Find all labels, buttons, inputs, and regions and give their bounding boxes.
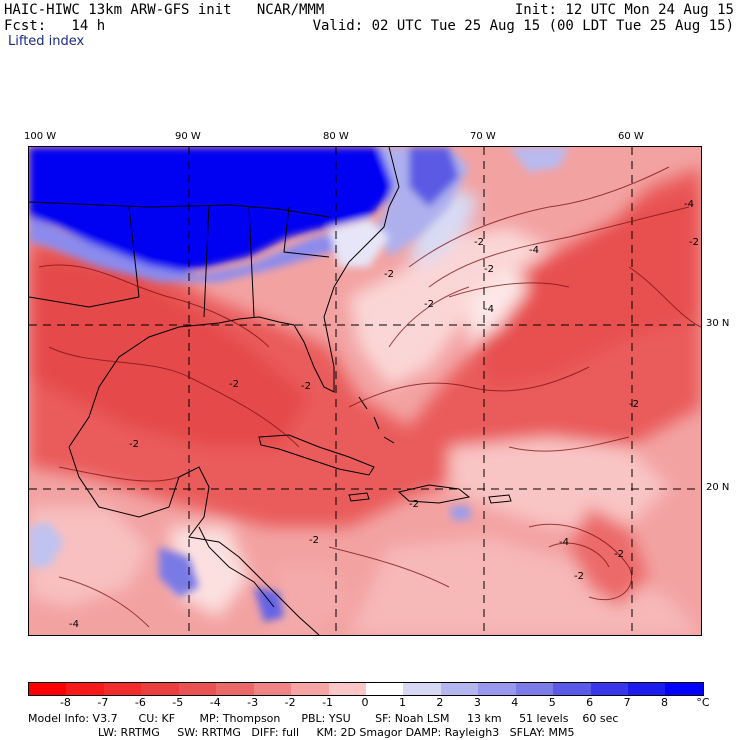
contour-label: -2 [614, 549, 624, 560]
lon-label-80w: 80 W [323, 131, 349, 142]
colorbar-swatch [141, 683, 179, 695]
colorbar-swatch [178, 683, 217, 695]
forecast-hour: Fcst: 14 h [4, 18, 106, 34]
colorbar-swatch [66, 683, 104, 695]
map-svg: -2 -2 -2 -2 -4 -4 -2 -2 -2 -4 -2 -2 -4 -… [29, 147, 701, 635]
lifted-index-map: -2 -2 -2 -2 -4 -4 -2 -2 -2 -4 -2 -2 -4 -… [28, 146, 702, 636]
colorbar-tick-label: -6 [134, 696, 146, 709]
contour-label: -2 [574, 571, 584, 582]
model-info-line1: Model Info: V3.7 CU: KF MP: Thompson PBL… [28, 712, 619, 725]
latlon-grid [29, 147, 701, 635]
colorbar [28, 682, 704, 696]
contour-label: -4 [529, 245, 539, 256]
colorbar-swatch [291, 683, 329, 695]
init-time: Init: 12 UTC Mon 24 Aug 15 [514, 2, 734, 18]
contour-label: -2 [484, 264, 494, 275]
colorbar-swatch [665, 683, 703, 695]
contour-labels: -2 -2 -2 -2 -4 -4 -2 -2 -2 -4 -2 -2 -4 -… [69, 199, 699, 630]
contours [38, 166, 701, 628]
field-shading [29, 167, 701, 635]
colorbar-tick-label: -8 [59, 696, 71, 709]
contour-label: -4 [684, 199, 694, 210]
contour-label: -2 [301, 381, 311, 392]
lon-label-100w: 100 W [24, 131, 57, 142]
colorbar-units: °C [696, 696, 710, 709]
colorbar-swatch [29, 683, 67, 695]
colorbar-swatch [328, 683, 366, 695]
colorbar-tick-label: 6 [586, 696, 594, 709]
contour-label: -4 [559, 537, 569, 548]
colorbar-swatch [253, 683, 292, 695]
lon-label-70w: 70 W [470, 131, 496, 142]
field-name: Lifted index [8, 34, 85, 49]
colorbar-tick-label: -5 [172, 696, 184, 709]
lat-label-30n: 30 N [706, 318, 730, 329]
contour-label: -2 [384, 269, 394, 280]
colorbar-swatch [403, 683, 441, 695]
contour-label: -2 [424, 299, 434, 310]
colorbar-swatch [216, 683, 254, 695]
valid-time: Valid: 02 UTC Tue 25 Aug 15 (00 LDT Tue … [312, 18, 734, 34]
colorbar-tick-label: 0 [361, 696, 369, 709]
colorbar-swatch [365, 683, 404, 695]
colorbar-swatch [515, 683, 554, 695]
colorbar-tick-label: -4 [209, 696, 221, 709]
coastlines [29, 147, 512, 635]
model-info-line2: LW: RRTMG SW: RRTMG DIFF: full KM: 2D Sm… [98, 726, 575, 739]
colorbar-tick-label: 4 [511, 696, 519, 709]
colorbar-swatch [628, 683, 666, 695]
colorbar-tick-label: -3 [247, 696, 259, 709]
colorbar-swatch [440, 683, 479, 695]
colorbar-tick-label: -1 [322, 696, 334, 709]
colorbar-tick-label: -2 [284, 696, 296, 709]
contour-label: -4 [484, 304, 494, 315]
header-title: HAIC-HIWC 13km ARW-GFS init NCAR/MMM [4, 2, 325, 18]
colorbar-tick-label: 2 [436, 696, 444, 709]
stable-zones [29, 147, 569, 622]
colorbar-tick-label: -7 [97, 696, 109, 709]
contour-label: -2 [689, 237, 699, 248]
lon-label-60w: 60 W [618, 131, 644, 142]
contour-label: -2 [409, 499, 419, 510]
lat-label-20n: 20 N [706, 482, 730, 493]
colorbar-tick-label: 5 [548, 696, 556, 709]
colorbar-swatch [103, 683, 142, 695]
contour-label: -2 [474, 237, 484, 248]
contour-label: -4 [69, 619, 79, 630]
colorbar-swatch [590, 683, 628, 695]
contour-label: -2 [629, 399, 639, 410]
contour-label: -2 [129, 439, 139, 450]
colorbar-tick-label: 8 [661, 696, 669, 709]
colorbar-swatch [478, 683, 516, 695]
contour-label: -2 [229, 379, 239, 390]
contour-label: -2 [309, 535, 319, 546]
colorbar-tick-label: 3 [473, 696, 481, 709]
colorbar-swatch [553, 683, 591, 695]
lon-label-90w: 90 W [175, 131, 201, 142]
colorbar-tick-label: 1 [398, 696, 406, 709]
colorbar-tick-label: 7 [623, 696, 631, 709]
